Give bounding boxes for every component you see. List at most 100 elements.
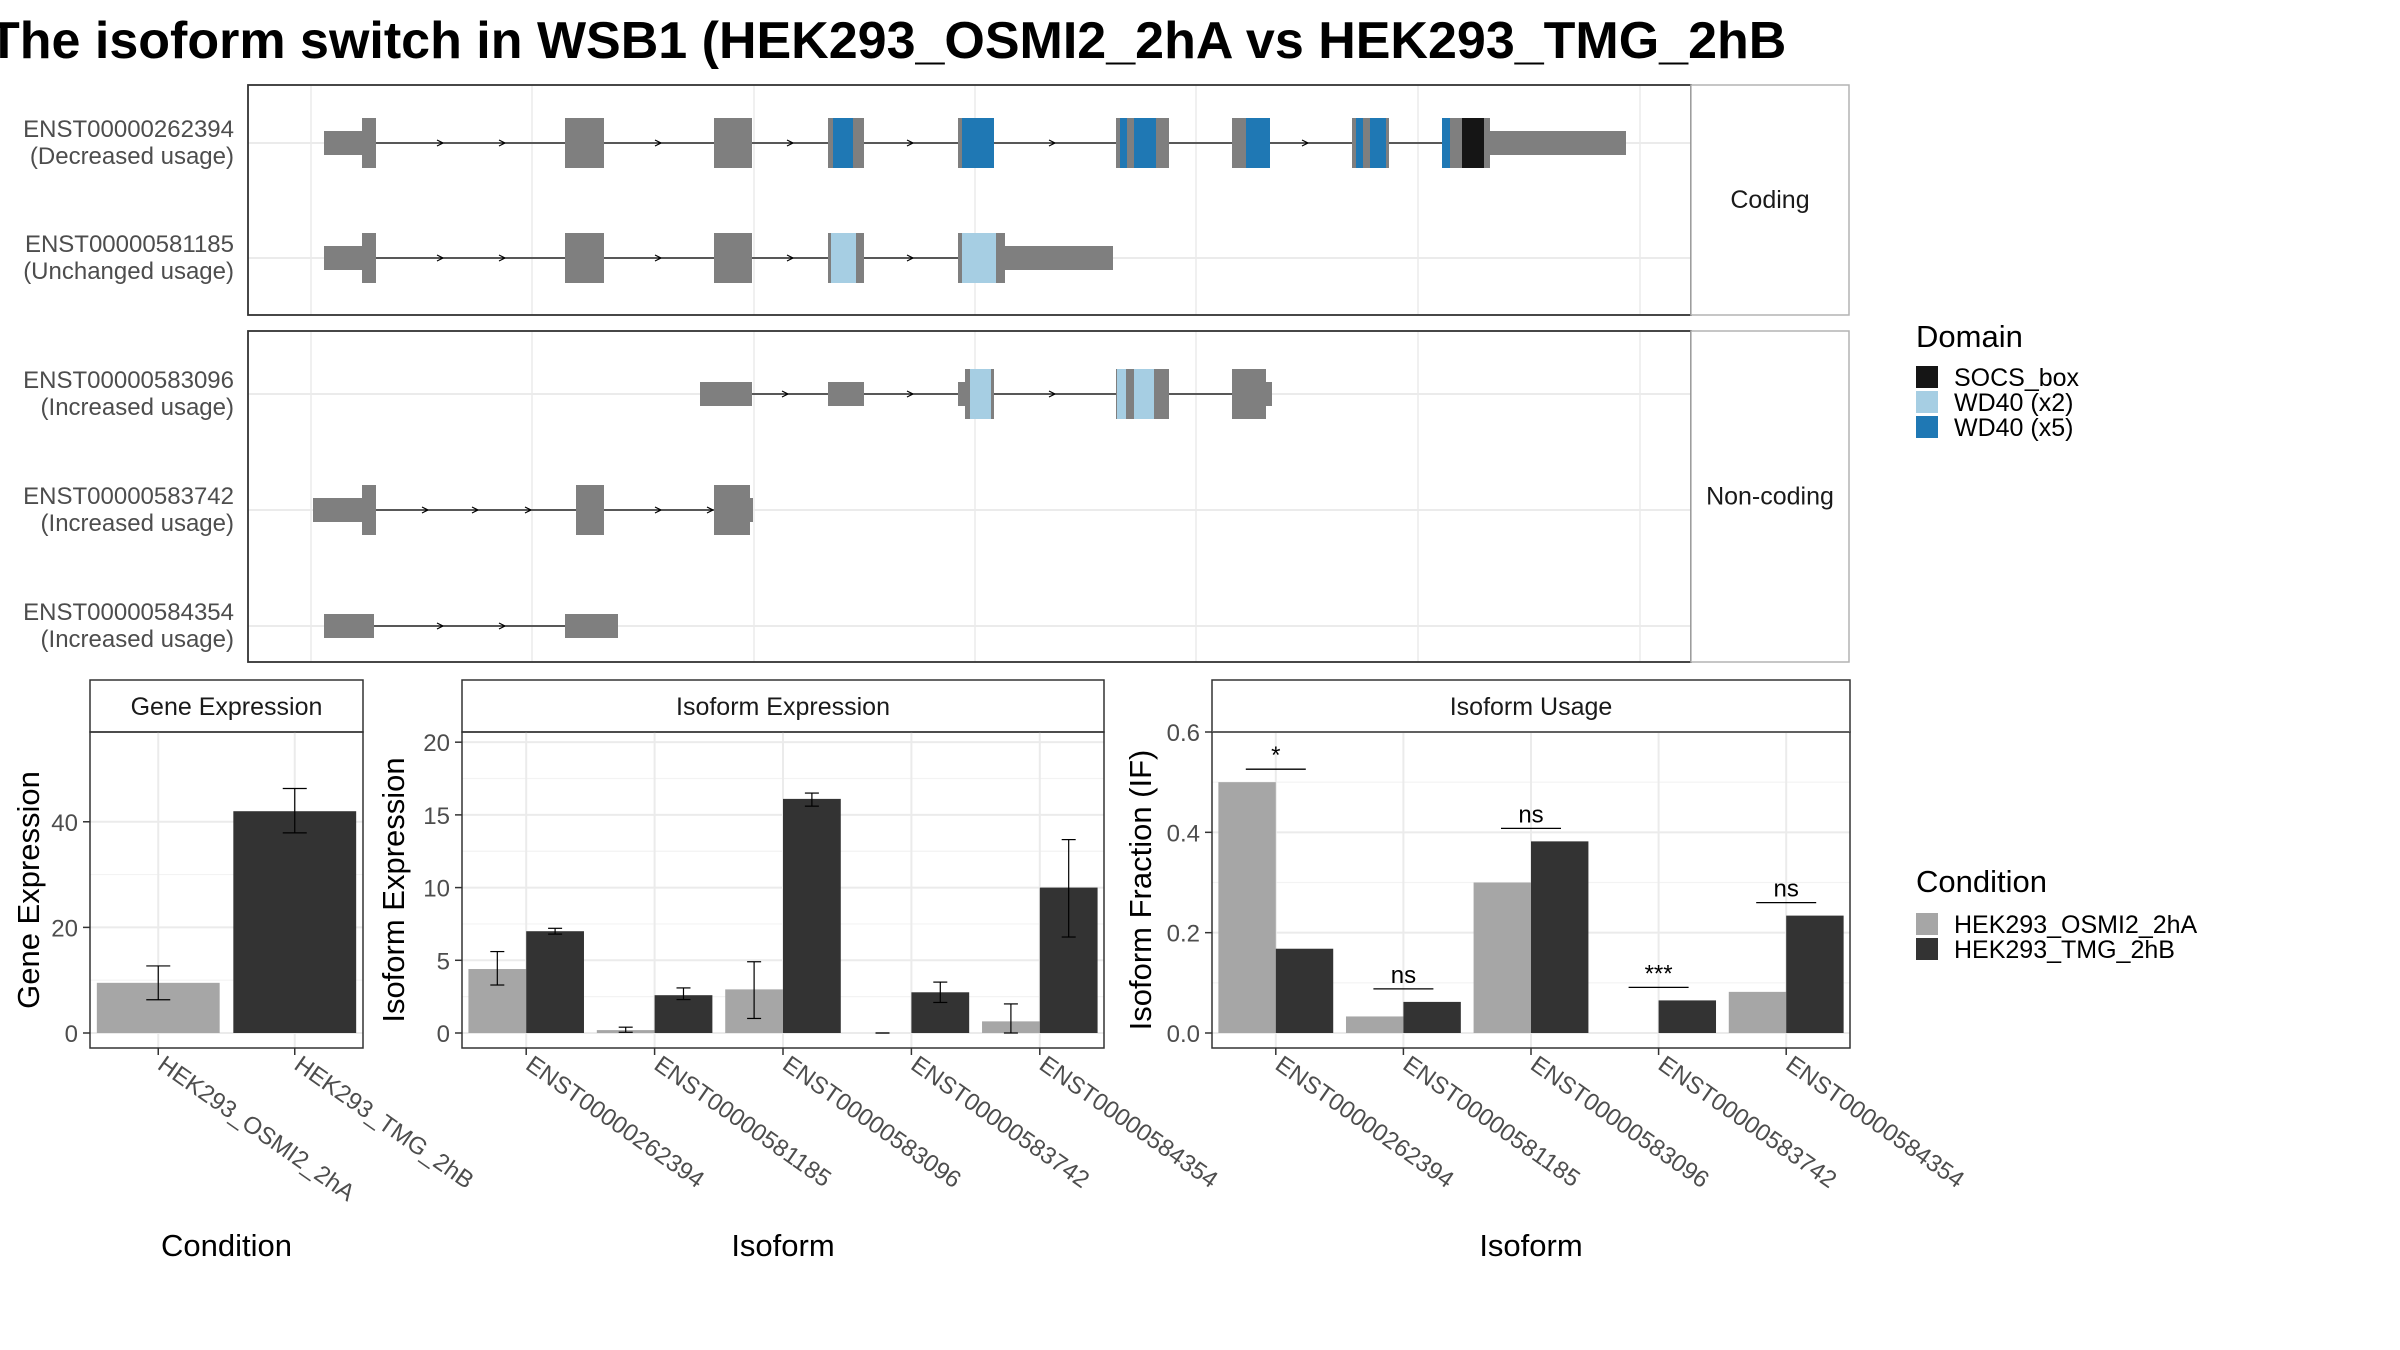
significance-label: ns [1774,876,1799,903]
intron-arrow [436,254,445,262]
exon [745,498,753,522]
exon [1134,369,1154,419]
exon [828,382,864,406]
y-tick-label: 0.6 [1167,720,1200,747]
exon [958,382,967,406]
intron-arrow [498,139,507,147]
legend-title: Condition [1916,864,2047,899]
exon [714,233,752,283]
y-tick-label: 15 [423,803,450,830]
legend-label: SOCS_box [1954,364,2080,392]
intron-arrow [906,254,915,262]
exon [1442,118,1450,168]
intron-arrow [436,139,445,147]
intron-arrow [654,139,663,147]
legend-label: WD40 (x2) [1954,389,2073,417]
intron-arrow [471,506,480,514]
legend-key [1916,366,1938,388]
intron-arrow [706,506,715,514]
legend-label: HEK293_OSMI2_2hA [1954,911,2198,939]
exon [1370,118,1386,168]
intron-arrow [906,390,915,398]
bar [1403,1001,1461,1033]
exon [833,118,853,168]
exon [1246,118,1270,168]
bar [654,995,713,1033]
transcript-usage-label: (Increased usage) [41,626,234,653]
exon [700,382,752,406]
panel-title-strip [461,679,1105,733]
transcript-id-label: ENST00000262394 [23,116,234,143]
panel-title: Isoform Expression [676,693,890,721]
y-axis-label: Isoform Expression [376,757,411,1022]
exon [1490,131,1626,155]
bar [526,931,584,1033]
transcript-id-label: ENST00000581185 [25,231,234,258]
significance-label: * [1271,742,1280,769]
bar [1218,782,1276,1033]
legend-title: Domain [1916,319,2023,354]
exon [962,233,996,283]
exon [1005,246,1113,270]
panel-title: Isoform Usage [1450,693,1613,721]
bar [1531,841,1589,1033]
transcript-usage-label: (Unchanged usage) [23,258,234,285]
legend-key [1916,938,1938,960]
exon [1356,118,1363,168]
page-title-text: The isoform switch in WSB1 (HEK293_OSMI2… [0,12,1787,70]
y-axis-label: Isoform Fraction (IF) [1123,750,1158,1031]
legend-key [1916,416,1938,438]
y-tick-label: 0 [65,1021,78,1048]
bar [1728,991,1787,1033]
exon [565,614,618,638]
intron-arrow [1301,139,1310,147]
facet-strip [1690,84,1850,316]
exon [714,118,752,168]
bar [233,811,357,1033]
exon [324,246,365,270]
exon [324,614,374,638]
bar [1658,1000,1717,1033]
facet-strip-label: Non-coding [1706,483,1834,511]
y-tick-label: 0 [437,1021,450,1048]
y-tick-label: 10 [423,876,450,903]
legend-label: WD40 (x5) [1954,414,2073,442]
transcript-id-label: ENST00000583742 [23,483,234,510]
exon [970,369,991,419]
exon [313,498,365,522]
panel-title-strip [1211,679,1851,733]
exon [565,118,604,168]
intron-arrow [786,254,795,262]
exon [1117,369,1126,419]
y-tick-label: 20 [51,915,78,942]
intron-arrow [1048,390,1057,398]
panel-title-strip [89,679,364,733]
y-tick-label: 20 [423,730,450,757]
exon [576,485,604,535]
exon [831,233,856,283]
facet-strip [1690,330,1850,663]
intron-arrow [654,506,663,514]
bar [783,798,841,1033]
intron-arrow [498,622,507,630]
transcript-usage-label: (Decreased usage) [30,143,234,170]
x-axis-label: Isoform [731,1228,834,1263]
y-tick-label: 0.4 [1167,820,1200,847]
intron-arrow [1048,139,1057,147]
y-tick-label: 5 [437,948,450,975]
y-axis-label: Gene Expression [11,771,46,1009]
transcript-id-label: ENST00000584354 [23,599,234,626]
significance-label: ns [1391,962,1416,989]
facet-strip-label: Coding [1730,186,1809,214]
transcript-usage-label: (Increased usage) [41,510,234,537]
exon [1462,118,1484,168]
intron-arrow [654,254,663,262]
exon [362,485,376,535]
bar [1786,915,1844,1033]
intron-arrow [781,390,790,398]
exon [1134,118,1156,168]
intron-arrow [436,622,445,630]
intron-arrow [524,506,533,514]
